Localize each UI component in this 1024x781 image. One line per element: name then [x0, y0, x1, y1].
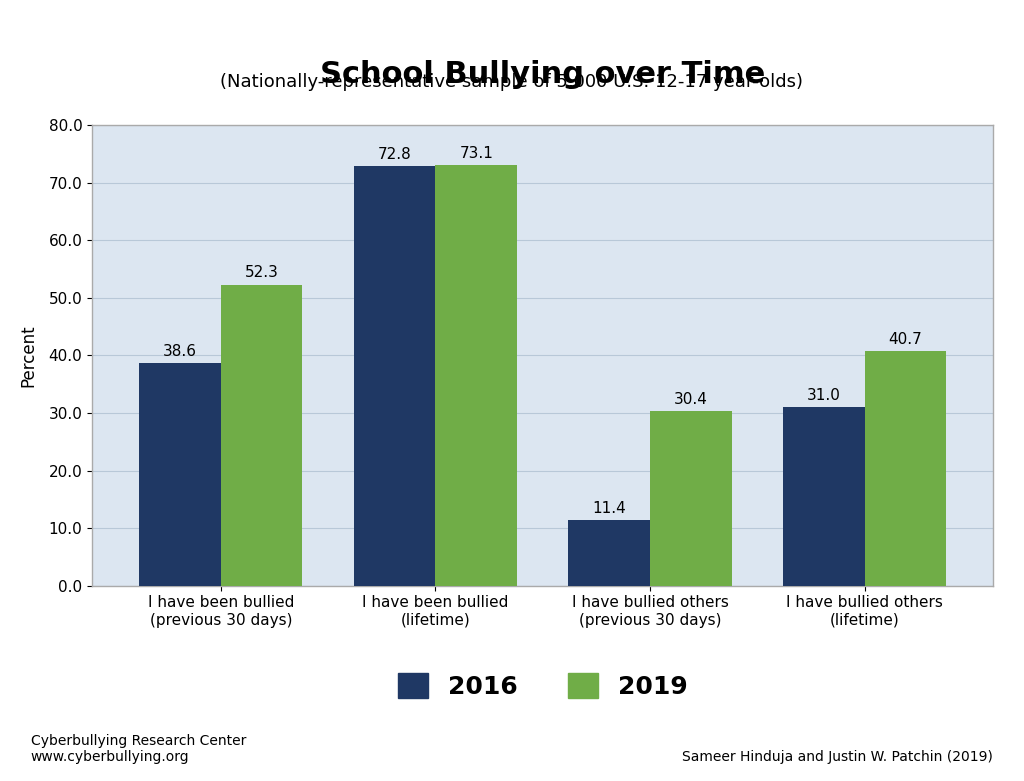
Text: (Nationally-representative sample of 5,000 U.S. 12-17 year-olds): (Nationally-representative sample of 5,0… [220, 73, 804, 91]
Bar [435, 165, 517, 586]
Bar [139, 363, 221, 586]
Bar [354, 166, 435, 586]
Text: 73.1: 73.1 [460, 146, 494, 161]
Text: Sameer Hinduja and Justin W. Patchin (2019): Sameer Hinduja and Justin W. Patchin (20… [682, 750, 993, 764]
Text: 31.0: 31.0 [807, 388, 841, 403]
Legend: 2016, 2019: 2016, 2019 [385, 660, 700, 711]
Bar [650, 411, 731, 586]
Text: 38.6: 38.6 [163, 344, 198, 359]
Text: 11.4: 11.4 [592, 501, 626, 516]
Bar [221, 284, 302, 586]
Title: School Bullying over Time: School Bullying over Time [321, 60, 765, 89]
Text: 72.8: 72.8 [378, 148, 412, 162]
Y-axis label: Percent: Percent [19, 324, 38, 387]
Text: 52.3: 52.3 [245, 266, 279, 280]
Bar [568, 520, 650, 586]
Bar [864, 351, 946, 586]
Text: Cyberbullying Research Center
www.cyberbullying.org: Cyberbullying Research Center www.cyberb… [31, 733, 246, 764]
Text: 40.7: 40.7 [889, 332, 923, 348]
Bar [783, 407, 864, 586]
Text: 30.4: 30.4 [674, 391, 708, 407]
